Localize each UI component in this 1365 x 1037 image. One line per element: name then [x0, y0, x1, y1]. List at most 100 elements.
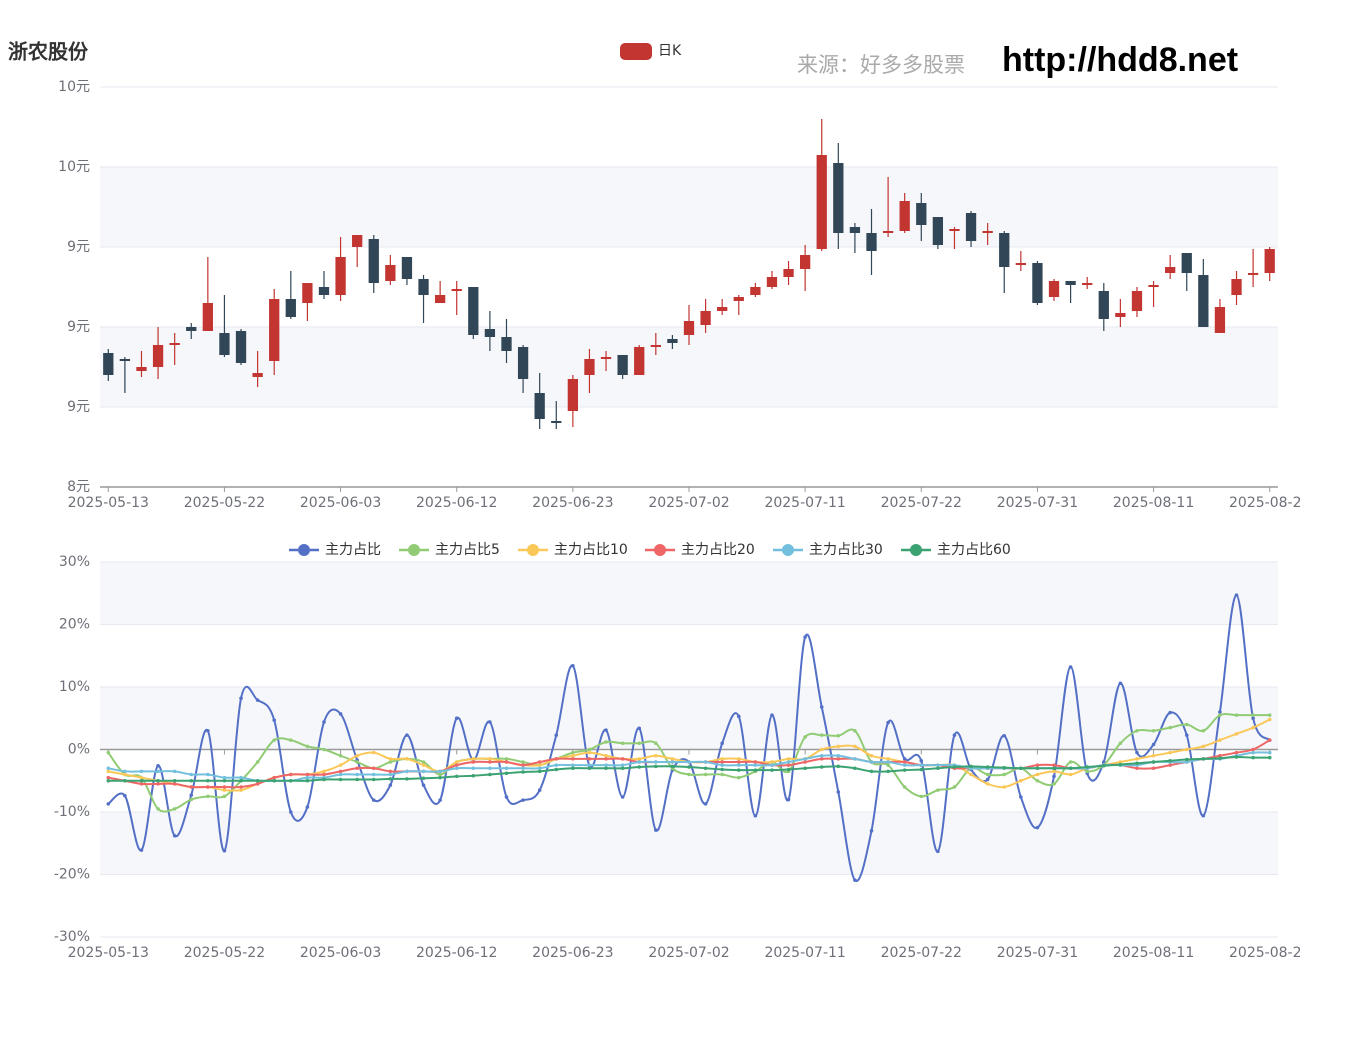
point: [1068, 772, 1073, 777]
point: [454, 766, 459, 771]
point: [554, 757, 559, 761]
legend-label: 主力占比: [325, 542, 381, 558]
point: [886, 769, 890, 774]
point: [405, 777, 409, 781]
point: [1218, 710, 1222, 714]
candle-body: [1048, 281, 1060, 297]
point: [388, 757, 393, 761]
candle-body: [799, 255, 811, 269]
x-tick-label: 2025-05-13: [68, 495, 149, 511]
point: [985, 765, 990, 769]
point: [206, 794, 210, 799]
point: [736, 714, 741, 719]
point: [720, 741, 724, 746]
candle-body: [186, 327, 197, 331]
candle-body: [335, 257, 346, 295]
source-note: 来源：好多多股票: [797, 53, 965, 77]
point: [571, 663, 575, 668]
point: [753, 763, 758, 767]
candle-body: [667, 339, 678, 343]
point: [736, 775, 741, 780]
x-tick-label: 2025-05-22: [184, 495, 265, 511]
candle-body: [484, 329, 496, 337]
point: [753, 760, 758, 764]
point: [1184, 722, 1189, 727]
point: [670, 757, 675, 761]
point: [720, 757, 724, 761]
legend-marker: [298, 544, 310, 556]
point: [305, 805, 310, 809]
y-tick-label: 9元: [67, 319, 90, 335]
point: [803, 735, 807, 739]
point: [985, 777, 990, 782]
point: [1201, 813, 1206, 818]
point: [338, 753, 343, 758]
candle-body: [899, 201, 910, 231]
legend-label: 主力占比5: [435, 542, 500, 558]
candle-body: [1032, 263, 1043, 303]
point: [255, 698, 260, 702]
point: [222, 788, 227, 792]
x-tick-label: 2025-07-22: [881, 495, 962, 511]
x-tick-label: 2025-07-02: [648, 945, 729, 961]
candle-body: [1065, 281, 1076, 285]
candle-body: [617, 355, 628, 375]
y-tick-label: -10%: [54, 804, 90, 820]
point: [156, 782, 160, 786]
point: [1234, 713, 1239, 717]
candle-body: [451, 289, 462, 291]
legend-marker: [910, 544, 922, 556]
point: [1267, 750, 1272, 755]
point: [222, 775, 227, 780]
point: [587, 747, 592, 752]
point: [687, 760, 691, 764]
point: [1035, 825, 1040, 830]
point: [421, 760, 426, 764]
x-tick-label: 2025-06-12: [416, 495, 497, 511]
point: [305, 775, 310, 780]
point: [139, 769, 144, 774]
point: [239, 696, 243, 701]
split-area: [100, 167, 1278, 247]
point: [853, 757, 857, 761]
candle-body: [567, 379, 579, 411]
point: [836, 790, 841, 794]
point: [1201, 744, 1206, 749]
point: [1068, 665, 1073, 669]
candle-body: [219, 333, 230, 355]
candle-body: [1098, 291, 1109, 319]
point: [720, 763, 724, 767]
candle-body: [766, 277, 778, 287]
point: [338, 769, 343, 774]
split-area: [100, 562, 1278, 625]
point: [521, 760, 525, 764]
x-tick-label: 2025-07-02: [648, 495, 729, 511]
point: [355, 777, 359, 782]
point: [886, 763, 890, 767]
point: [305, 744, 310, 749]
point: [786, 797, 791, 802]
point: [919, 758, 924, 763]
point: [189, 785, 194, 789]
point: [587, 757, 592, 761]
point: [289, 810, 293, 814]
point: [1135, 766, 1139, 771]
x-tick-label: 2025-06-12: [416, 945, 497, 961]
point: [886, 757, 890, 761]
point: [123, 772, 127, 777]
point: [654, 760, 658, 764]
point: [571, 763, 575, 767]
point: [355, 772, 359, 777]
point: [388, 772, 393, 777]
point: [172, 769, 177, 774]
x-tick-label: 2025-06-23: [532, 495, 613, 511]
point: [604, 766, 608, 771]
point: [654, 741, 658, 746]
point: [123, 769, 127, 774]
candle-body: [1247, 273, 1259, 275]
point: [1234, 593, 1239, 597]
candle-body: [849, 227, 861, 233]
point: [770, 760, 774, 764]
point: [604, 728, 608, 732]
point: [388, 783, 393, 787]
